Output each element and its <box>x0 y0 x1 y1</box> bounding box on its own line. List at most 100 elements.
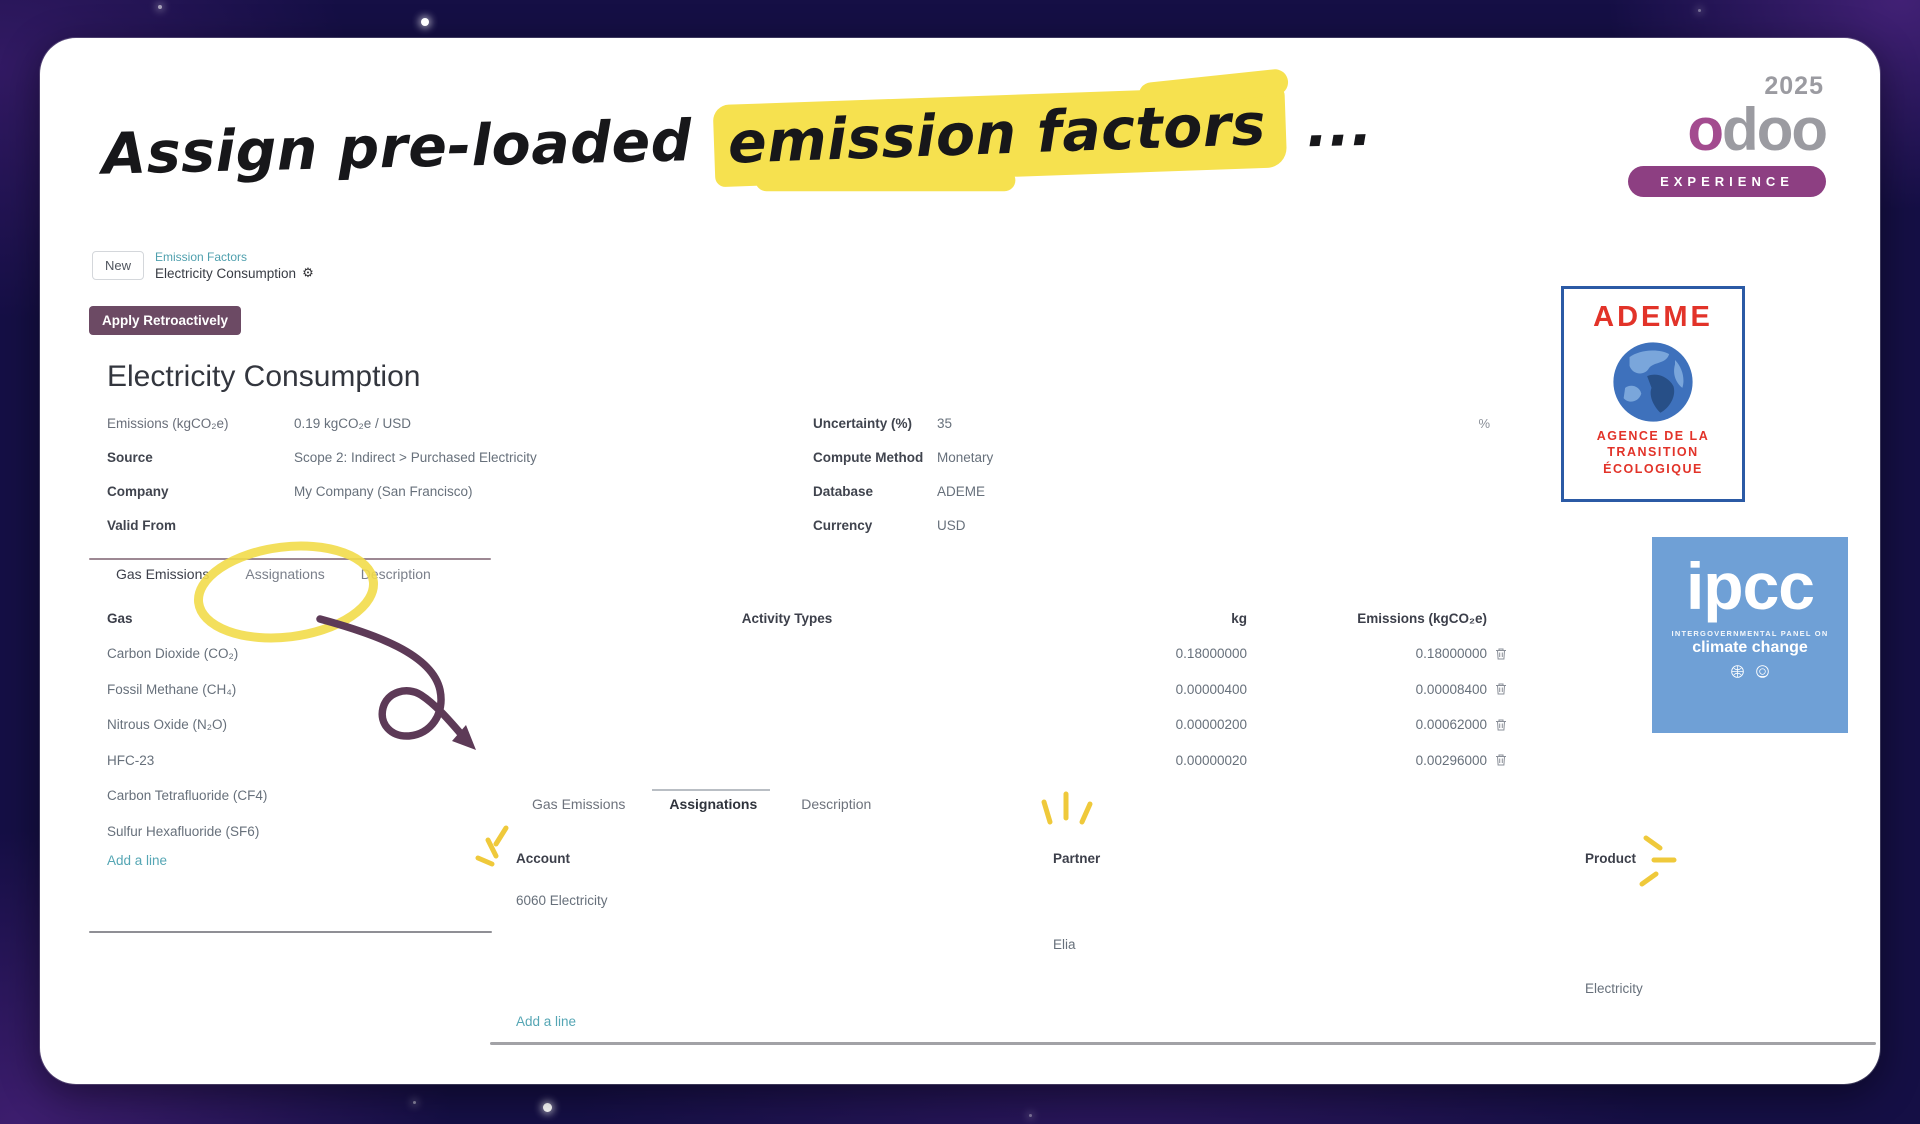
breadcrumb-parent-link[interactable]: Emission Factors <box>155 250 248 264</box>
col-gas: Gas <box>107 610 133 626</box>
main-tab-bar: Gas Emissions Assignations Description <box>116 566 431 582</box>
ipcc-logo: ipcc INTERGOVERNMENTAL PANEL ON climate … <box>1652 537 1848 733</box>
field-value[interactable]: Scope 2: Indirect > Purchased Electricit… <box>294 449 537 465</box>
table-row[interactable]: Sulfur Hexafluoride (SF6) <box>107 814 1503 850</box>
col-emissions: Emissions (kgCO₂e) <box>1357 610 1487 626</box>
trash-icon[interactable] <box>1487 682 1513 696</box>
partner-cell[interactable]: Elia <box>1053 936 1076 952</box>
col-partner: Partner <box>1053 850 1101 866</box>
breadcrumb: New Emission Factors Electricity Consump… <box>92 250 314 281</box>
field-label: Database <box>813 483 874 499</box>
field-currency: Currency USD <box>813 508 1490 542</box>
star-dot <box>1698 9 1701 12</box>
trash-icon[interactable] <box>1487 647 1513 661</box>
tab-assignations[interactable]: Assignations <box>245 566 325 582</box>
odoo-wordmark: odoo <box>1687 96 1828 163</box>
star-dot <box>543 1103 552 1112</box>
emissions-value[interactable]: 0.00062000 <box>1415 717 1487 733</box>
table-header-row: Account Partner Product <box>516 838 1876 878</box>
gas-name[interactable]: Carbon Tetrafluoride (CF4) <box>107 788 268 804</box>
field-label: Compute Method <box>813 449 924 465</box>
gas-name[interactable]: Fossil Methane (CH₄) <box>107 681 237 697</box>
tab-description[interactable]: Description <box>801 796 872 812</box>
star-dot <box>421 18 429 26</box>
tab-gas-emissions[interactable]: Gas Emissions <box>532 796 626 812</box>
field-value[interactable]: ADEME <box>937 483 986 499</box>
table-row[interactable]: HFC-23 0.00000020 0.00296000 <box>107 743 1506 779</box>
table-row[interactable]: Carbon Tetrafluoride (CF4) <box>107 778 1503 814</box>
star-dot <box>1029 1114 1032 1117</box>
percent-suffix: % <box>1478 415 1490 431</box>
table-row[interactable]: Electricity <box>516 966 1876 1010</box>
kg-value[interactable]: 0.00000400 <box>1175 681 1247 697</box>
ipcc-subtitle: INTERGOVERNMENTAL PANEL ON <box>1671 629 1829 638</box>
add-line-link[interactable]: Add a line <box>516 1014 577 1029</box>
emissions-value[interactable]: 0.18000000 <box>1415 646 1487 662</box>
account-cell[interactable]: 6060 Electricity <box>516 892 608 908</box>
trash-icon[interactable] <box>1487 753 1513 767</box>
field-label: Uncertainty (%) <box>813 415 913 431</box>
emissions-value[interactable]: 0.00008400 <box>1415 681 1487 697</box>
field-emissions: Emissions (kgCO₂e) 0.19 kgCO₂e / USD <box>107 406 547 440</box>
panel-bottom-border <box>490 1042 1876 1045</box>
sparkle-annotation <box>475 825 509 867</box>
col-kg: kg <box>1231 610 1247 626</box>
table-row[interactable]: 6060 Electricity <box>516 878 1876 922</box>
breadcrumb-trail: Emission Factors Electricity Consumption… <box>155 250 314 281</box>
kg-value[interactable]: 0.18000000 <box>1175 646 1247 662</box>
field-value[interactable]: 35 <box>937 415 953 431</box>
field-source: Source Scope 2: Indirect > Purchased Ele… <box>107 440 547 474</box>
emissions-value[interactable]: 0.00296000 <box>1415 752 1487 768</box>
gas-name[interactable]: Carbon Dioxide (CO₂) <box>107 646 239 662</box>
experience-badge: EXPERIENCE <box>1628 166 1826 197</box>
field-label: Emissions (kgCO₂e) <box>107 415 229 431</box>
table-row[interactable]: Nitrous Oxide (N₂O) 0.00000200 0.0006200… <box>107 707 1506 743</box>
field-value[interactable]: USD <box>937 517 966 533</box>
breadcrumb-current-row: Electricity Consumption ⚙ <box>155 265 314 281</box>
table-row[interactable]: Elia <box>516 922 1876 966</box>
table-row[interactable]: Carbon Dioxide (CO₂) 0.18000000 0.180000… <box>107 636 1506 672</box>
curved-arrow-annotation <box>316 615 476 750</box>
page-title: Electricity Consumption <box>107 360 421 393</box>
slide-card: Assign pre-loaded emission factors ... 2… <box>40 38 1880 1084</box>
tab-assignations[interactable]: Assignations <box>669 796 758 812</box>
form-fields-right: Uncertainty (%) 35 % Compute Method Mone… <box>813 406 1490 542</box>
field-database: Database ADEME <box>813 474 1490 508</box>
title-prefix: Assign pre-loaded <box>101 107 713 188</box>
field-company: Company My Company (San Francisco) <box>107 474 547 508</box>
odoo-year: 2025 <box>1764 72 1824 100</box>
tab-gas-emissions[interactable]: Gas Emissions <box>116 566 210 582</box>
gear-icon[interactable]: ⚙ <box>302 265 314 280</box>
add-line-link[interactable]: Add a line <box>107 853 168 868</box>
sparkle-annotation <box>1041 791 1093 825</box>
field-value[interactable]: Monetary <box>937 449 994 465</box>
field-label: Valid From <box>107 517 177 533</box>
kg-value[interactable]: 0.00000200 <box>1175 717 1247 733</box>
product-cell[interactable]: Electricity <box>1585 980 1643 996</box>
trash-icon[interactable] <box>1487 718 1513 732</box>
ademe-tagline: AGENCE DE LA <box>1596 429 1710 443</box>
field-value[interactable]: 0.19 kgCO₂e / USD <box>294 415 412 431</box>
ademe-tagline: ÉCOLOGIQUE <box>1603 461 1703 476</box>
assignations-table: Account Partner Product 6060 Electricity… <box>516 838 1876 1031</box>
apply-retroactively-button[interactable]: Apply Retroactively <box>89 306 242 335</box>
field-label: Company <box>107 483 169 499</box>
tab-description[interactable]: Description <box>360 566 431 582</box>
field-valid-from: Valid From <box>107 508 547 542</box>
ademe-wordmark: ADEME <box>1593 301 1713 333</box>
title-suffix: ... <box>1285 92 1374 161</box>
new-button[interactable]: New <box>92 251 145 280</box>
un-emblem-icon <box>1756 665 1769 678</box>
kg-value[interactable]: 0.00000020 <box>1175 752 1247 768</box>
field-label: Currency <box>813 517 873 533</box>
sparkle-annotation <box>1639 835 1677 887</box>
gas-name[interactable]: HFC-23 <box>107 752 155 768</box>
gas-name[interactable]: Nitrous Oxide (N₂O) <box>107 717 228 733</box>
field-value[interactable]: My Company (San Francisco) <box>294 483 473 499</box>
star-dot <box>158 5 162 9</box>
col-activity-types: Activity Types <box>741 610 833 626</box>
table-row[interactable]: Fossil Methane (CH₄) 0.00000400 0.000084… <box>107 672 1506 708</box>
gas-name[interactable]: Sulfur Hexafluoride (SF6) <box>107 823 260 839</box>
gas-emissions-table: Gas Activity Types kg Emissions (kgCO₂e)… <box>107 600 1506 870</box>
